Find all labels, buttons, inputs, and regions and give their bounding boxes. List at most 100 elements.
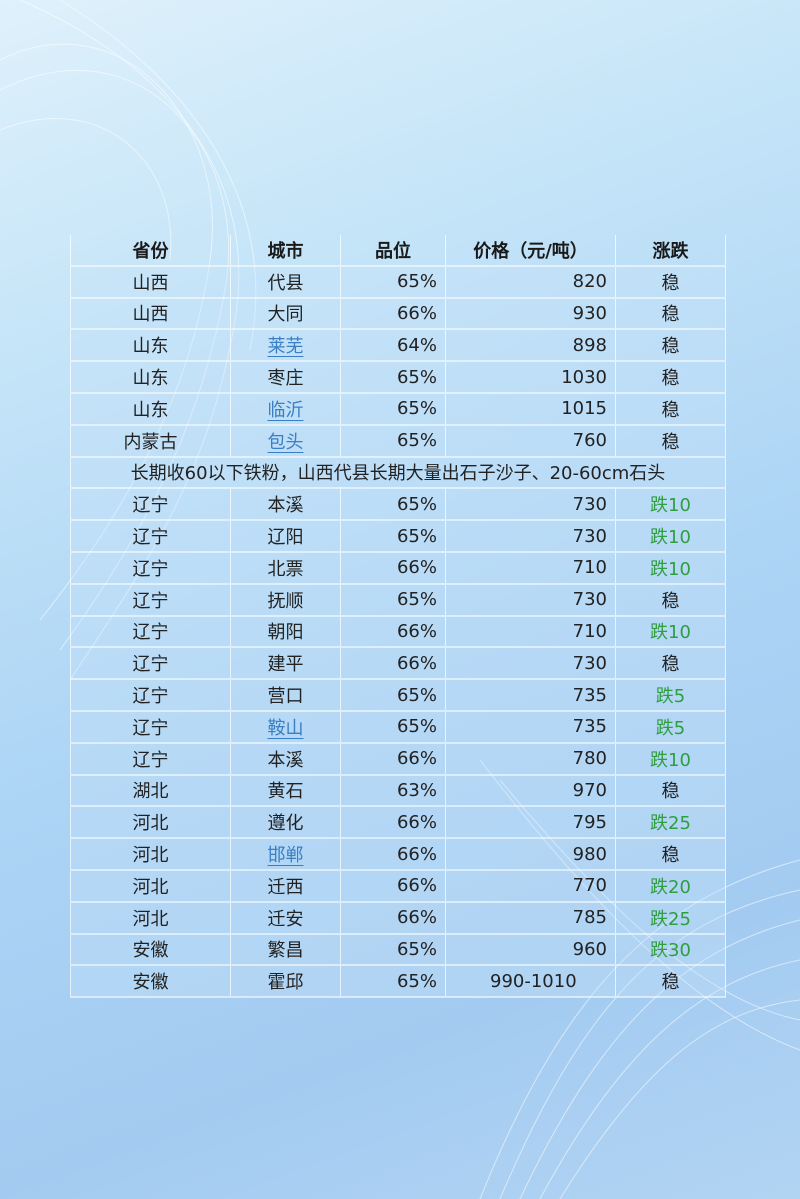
city-cell: 本溪 bbox=[230, 742, 341, 776]
grade-cell: 64% bbox=[340, 329, 446, 363]
city-cell-text[interactable]: 邯郸 bbox=[267, 845, 304, 867]
city-cell-text: 建平 bbox=[267, 654, 304, 676]
province-cell-text: 湖北 bbox=[132, 781, 169, 803]
table-row: 山东 临沂 65% 1015 稳 bbox=[70, 392, 726, 426]
change-cell: 跌30 bbox=[615, 933, 726, 967]
table-row: 安徽 霍邱 65% 990-1010 稳 bbox=[70, 965, 726, 999]
province-cell-text: 山东 bbox=[132, 399, 169, 421]
city-link[interactable]: 包头 bbox=[230, 424, 341, 458]
province-cell: 河北 bbox=[70, 901, 231, 935]
city-cell: 营口 bbox=[230, 679, 341, 712]
change-cell-text: 稳 bbox=[661, 972, 680, 994]
province-cell-text: 安徽 bbox=[132, 940, 169, 962]
price-cell-text: 730 bbox=[572, 493, 607, 515]
change-cell: 稳 bbox=[615, 297, 726, 331]
city-cell-text: 营口 bbox=[267, 686, 304, 708]
price-cell: 730 bbox=[445, 583, 616, 617]
province-cell-text: 辽宁 bbox=[132, 717, 169, 739]
city-cell-text[interactable]: 包头 bbox=[267, 431, 304, 453]
grade-cell-text: 65% bbox=[396, 938, 437, 960]
change-cell-text: 稳 bbox=[661, 590, 680, 612]
grade-cell: 66% bbox=[340, 615, 446, 649]
price-cell: 780 bbox=[445, 742, 616, 776]
price-cell-text: 820 bbox=[572, 271, 607, 293]
change-cell-text: 稳 bbox=[661, 654, 680, 676]
table-row: 山东 枣庄 65% 1030 稳 bbox=[70, 361, 726, 394]
price-cell-text: 710 bbox=[572, 620, 607, 642]
province-cell: 山东 bbox=[70, 392, 231, 426]
province-cell-text: 辽宁 bbox=[132, 590, 169, 612]
city-cell-text: 迁安 bbox=[267, 908, 304, 930]
change-cell-text: 稳 bbox=[661, 368, 680, 390]
grade-cell-text: 66% bbox=[396, 302, 437, 324]
table-row: 安徽 繁昌 65% 960 跌30 bbox=[70, 933, 726, 967]
province-cell: 安徽 bbox=[70, 965, 231, 999]
change-cell-text: 跌10 bbox=[650, 622, 691, 644]
city-cell-text: 霍邱 bbox=[267, 972, 304, 994]
grade-cell: 65% bbox=[340, 392, 446, 426]
price-cell-text: 1015 bbox=[561, 398, 607, 420]
price-cell: 820 bbox=[445, 265, 616, 299]
city-link[interactable]: 莱芜 bbox=[230, 329, 341, 363]
grade-cell-text: 66% bbox=[396, 907, 437, 929]
table-row: 河北 迁安 66% 785 跌25 bbox=[70, 901, 726, 935]
city-cell-text: 代县 bbox=[267, 272, 304, 294]
grade-cell: 65% bbox=[340, 710, 446, 744]
province-cell: 辽宁 bbox=[70, 488, 231, 522]
grade-cell-text: 66% bbox=[396, 875, 437, 897]
change-cell: 跌5 bbox=[615, 710, 726, 744]
city-link[interactable]: 鞍山 bbox=[230, 710, 341, 744]
province-cell-text: 辽宁 bbox=[132, 527, 169, 549]
city-cell-text[interactable]: 临沂 bbox=[267, 399, 304, 421]
grade-cell-text: 66% bbox=[396, 843, 437, 865]
price-cell: 735 bbox=[445, 679, 616, 712]
city-link[interactable]: 临沂 bbox=[230, 392, 341, 426]
city-cell-text: 朝阳 bbox=[267, 622, 304, 644]
city-link[interactable]: 邯郸 bbox=[230, 838, 341, 871]
grade-cell: 65% bbox=[340, 265, 446, 299]
grade-cell: 65% bbox=[340, 583, 446, 617]
city-cell-text[interactable]: 鞍山 bbox=[267, 717, 304, 739]
change-cell-text: 稳 bbox=[661, 399, 680, 421]
city-cell: 辽阳 bbox=[230, 520, 341, 553]
grade-cell-text: 66% bbox=[396, 557, 437, 579]
price-cell: 930 bbox=[445, 297, 616, 331]
change-cell-text: 跌25 bbox=[650, 908, 691, 930]
price-cell-text: 785 bbox=[572, 907, 607, 929]
province-cell: 辽宁 bbox=[70, 583, 231, 617]
province-cell-text: 辽宁 bbox=[132, 622, 169, 644]
city-cell-text[interactable]: 莱芜 bbox=[267, 336, 304, 358]
city-cell: 迁安 bbox=[230, 901, 341, 935]
change-cell-text: 稳 bbox=[661, 304, 680, 326]
grade-cell: 65% bbox=[340, 361, 446, 394]
city-cell-text: 本溪 bbox=[267, 749, 304, 771]
change-cell: 稳 bbox=[615, 583, 726, 617]
change-cell-text: 跌30 bbox=[650, 940, 691, 962]
province-cell: 湖北 bbox=[70, 774, 231, 808]
province-cell-text: 河北 bbox=[132, 908, 169, 930]
price-cell-text: 970 bbox=[572, 779, 607, 801]
province-cell: 河北 bbox=[70, 838, 231, 871]
price-cell-text: 710 bbox=[572, 557, 607, 579]
city-cell-text: 迁西 bbox=[267, 876, 304, 898]
province-cell: 山西 bbox=[70, 297, 231, 331]
table-row: 内蒙古 包头 65% 760 稳 bbox=[70, 424, 726, 458]
city-cell: 黄石 bbox=[230, 774, 341, 808]
province-cell-text: 山东 bbox=[132, 368, 169, 390]
price-cell-text: 730 bbox=[572, 652, 607, 674]
city-cell-text: 黄石 bbox=[267, 781, 304, 803]
grade-cell-text: 65% bbox=[396, 366, 437, 388]
grade-cell-text: 66% bbox=[396, 652, 437, 674]
grade-cell: 66% bbox=[340, 806, 446, 840]
table-row: 辽宁 北票 66% 710 跌10 bbox=[70, 551, 726, 585]
change-cell-text: 稳 bbox=[661, 336, 680, 358]
grade-cell-text: 65% bbox=[396, 716, 437, 738]
grade-cell-text: 65% bbox=[396, 684, 437, 706]
change-cell: 稳 bbox=[615, 265, 726, 299]
grade-cell: 65% bbox=[340, 679, 446, 712]
note-row: 长期收60以下铁粉，山西代县长期大量出石子沙子、20-60cm石头 bbox=[70, 456, 726, 490]
grade-cell: 63% bbox=[340, 774, 446, 808]
change-cell-text: 跌10 bbox=[650, 527, 691, 549]
change-cell: 稳 bbox=[615, 392, 726, 426]
change-cell: 跌10 bbox=[615, 488, 726, 522]
